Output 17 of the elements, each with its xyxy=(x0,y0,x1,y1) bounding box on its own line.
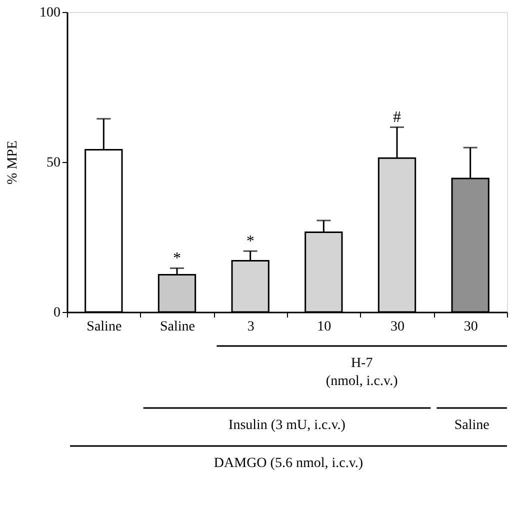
y-tick-label: 0 xyxy=(54,306,60,320)
x-tick-label: 10 xyxy=(317,320,332,334)
text: H-7 (nmol, i.c.v.) xyxy=(326,356,398,389)
text: Insulin (3 mU, i.c.v.) xyxy=(228,418,346,433)
x-tick-label: Saline xyxy=(160,320,195,334)
x-tick-label: 30 xyxy=(390,320,404,334)
y-axis-title: % MPE xyxy=(6,140,20,184)
text: DAMGO (5.6 nmol, i.c.v.) xyxy=(214,456,364,471)
annotation: # xyxy=(393,109,401,126)
x-tick-label: 3 xyxy=(247,320,254,334)
x-tick-label: 30 xyxy=(464,320,478,334)
text: Saline xyxy=(454,418,490,433)
y-tick-label: 50 xyxy=(46,156,60,170)
annotation: * xyxy=(246,233,254,250)
y-tick-label: 100 xyxy=(40,6,60,20)
x-tick-label: Saline xyxy=(86,320,122,334)
annotation: * xyxy=(173,250,181,268)
